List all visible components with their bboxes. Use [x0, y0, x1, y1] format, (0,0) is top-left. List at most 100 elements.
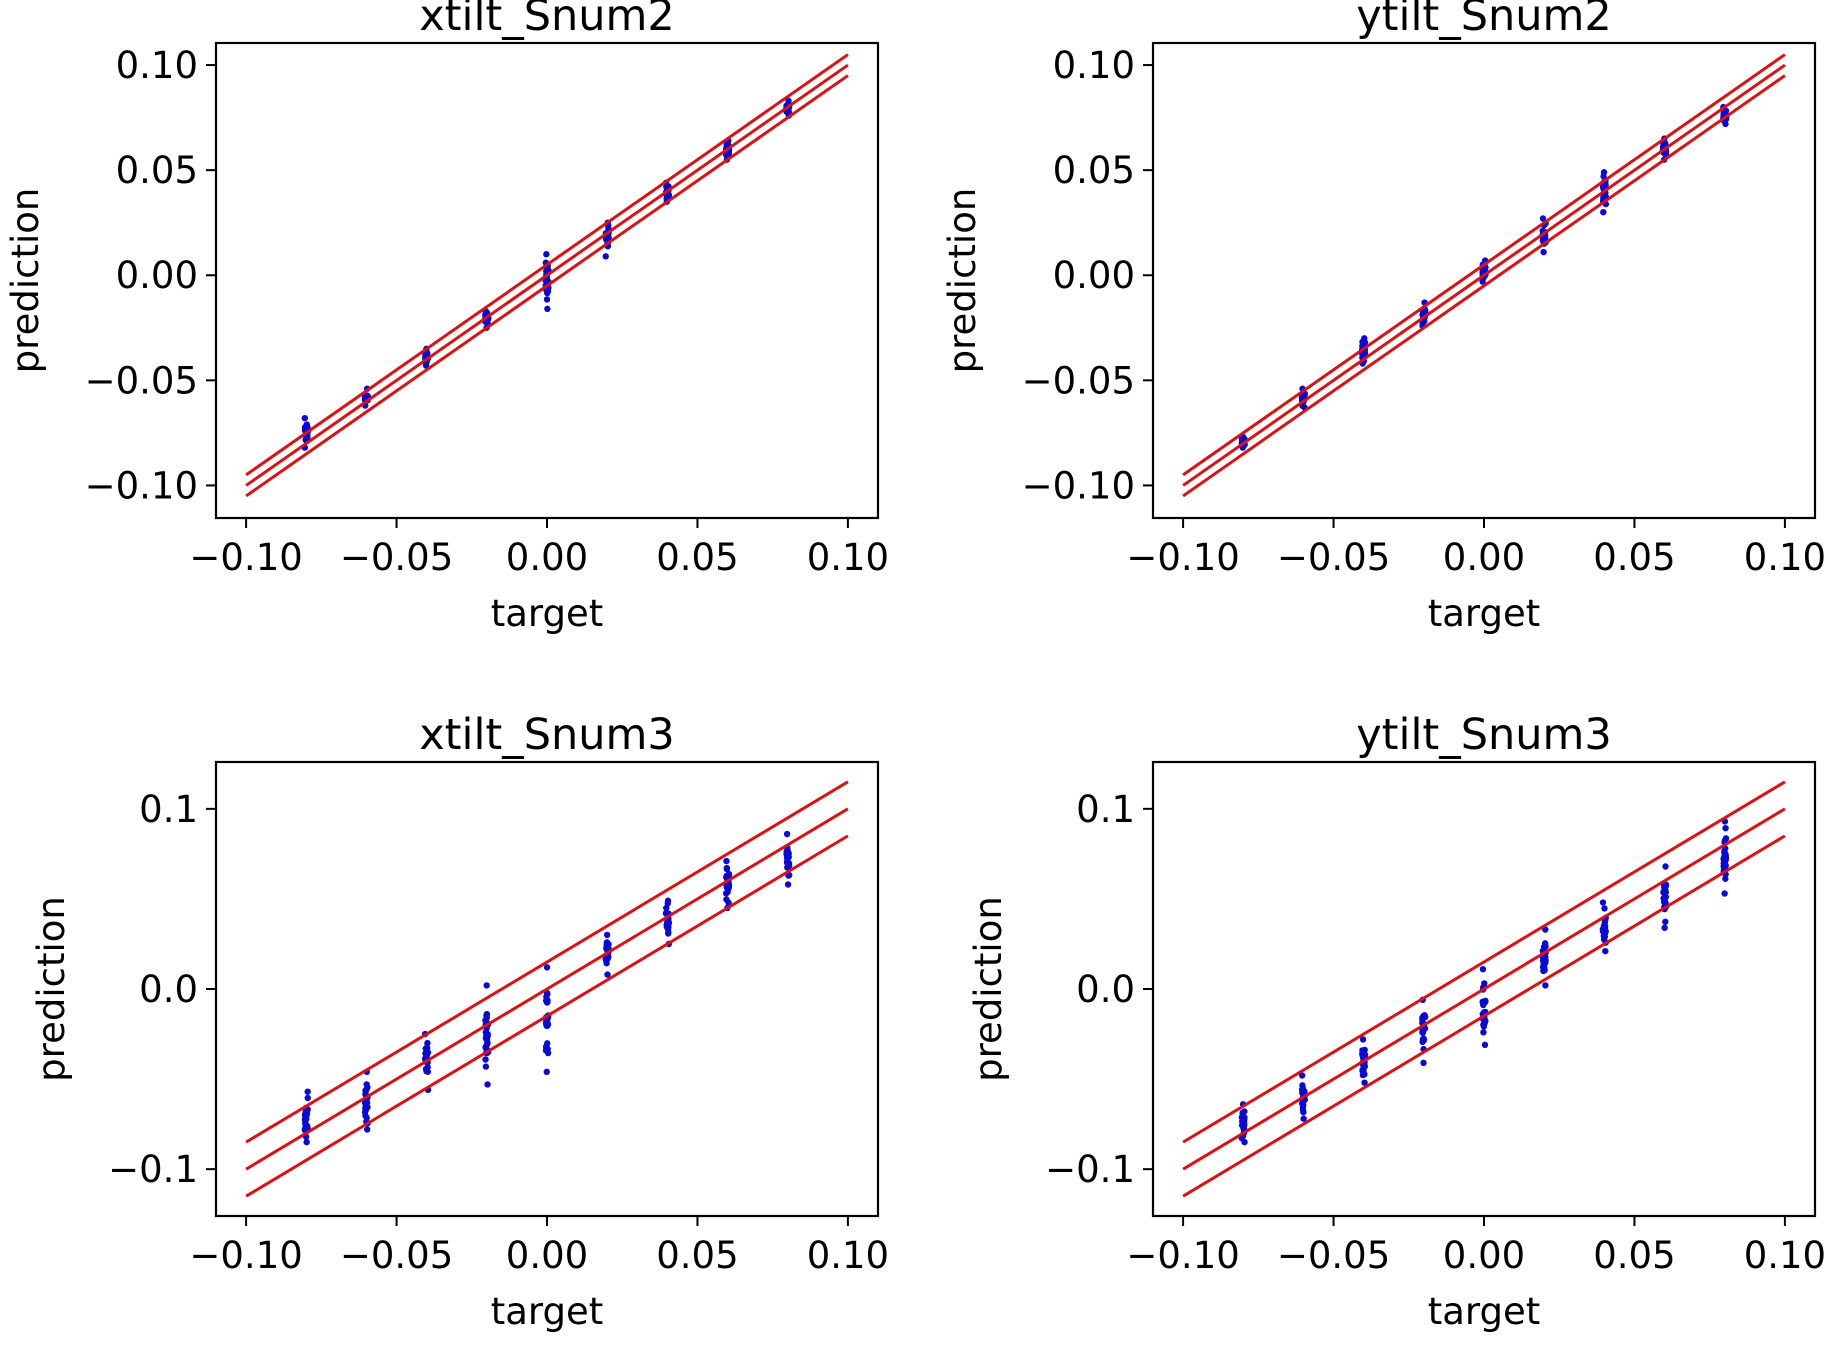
data-point	[301, 414, 309, 422]
data-point	[784, 863, 792, 871]
data-point	[1361, 1079, 1368, 1086]
data-point	[1359, 1050, 1366, 1057]
chart-title: ytilt_Snum3	[1356, 710, 1612, 760]
x-tick-label: 0.05	[1593, 1234, 1675, 1277]
data-point	[423, 1065, 430, 1072]
y-tick-label: 0.00	[116, 254, 198, 297]
data-point	[1600, 936, 1608, 943]
data-point	[1540, 248, 1547, 256]
data-point	[483, 1042, 490, 1049]
data-point	[1479, 998, 1486, 1006]
reference-line-upper	[1182, 780, 1786, 1144]
data-point	[484, 1033, 491, 1040]
data-point	[423, 1051, 431, 1058]
reference-line-identity	[1182, 63, 1786, 487]
data-point	[1722, 854, 1730, 862]
chart-title: xtilt_Snum3	[419, 710, 675, 760]
data-point	[1360, 350, 1367, 358]
data-point	[1720, 862, 1728, 869]
data-point	[364, 1104, 371, 1111]
data-point	[1480, 1029, 1487, 1036]
data-point	[362, 1086, 369, 1094]
y-tick-label: 0.1	[1076, 788, 1135, 831]
x-tick-label: −0.10	[189, 1234, 302, 1277]
y-axis-label: prediction	[941, 188, 984, 374]
data-point	[602, 253, 609, 260]
data-point	[1539, 957, 1547, 965]
data-point	[1660, 889, 1667, 896]
data-point	[603, 956, 611, 963]
x-tick-label: 0.05	[656, 1234, 738, 1277]
data-point	[483, 1014, 491, 1021]
data-point	[723, 872, 730, 880]
data-point	[363, 1098, 370, 1106]
data-point	[723, 864, 731, 872]
y-tick-label: 0.05	[116, 149, 198, 192]
x-tick-label: −0.10	[1126, 536, 1239, 579]
data-point	[483, 982, 490, 989]
x-axis-label: target	[1428, 592, 1541, 635]
data-point	[543, 964, 551, 971]
x-axis-label: target	[491, 1290, 604, 1333]
data-point	[603, 931, 611, 939]
x-tick-label: −0.05	[1277, 1234, 1390, 1277]
y-axis-label: prediction	[30, 896, 73, 1082]
data-point	[1541, 967, 1548, 974]
data-point	[722, 890, 730, 897]
y-tick-label: −0.05	[1022, 359, 1135, 402]
data-point	[1661, 924, 1668, 931]
reference-line-lower	[245, 74, 849, 498]
data-point	[1660, 895, 1667, 902]
data-point	[723, 896, 730, 903]
data-point	[543, 1068, 550, 1076]
y-tick-label: 0.0	[139, 968, 198, 1011]
data-point	[1420, 1035, 1427, 1043]
data-point	[785, 849, 792, 857]
y-axis-label: prediction	[967, 896, 1010, 1082]
chart-title: ytilt_Snum2	[1356, 0, 1612, 41]
chart-title: xtilt_Snum2	[419, 0, 675, 41]
x-tick-label: 0.00	[1443, 1234, 1525, 1277]
data-point	[424, 1039, 431, 1047]
data-point	[1361, 1071, 1368, 1078]
data-point	[1602, 947, 1609, 955]
y-tick-label: 0.05	[1053, 149, 1135, 192]
x-tick-label: 0.05	[656, 536, 738, 579]
y-tick-label: −0.10	[1022, 464, 1135, 507]
subplot-3: −0.10 −0.05 0.00 0.05 0.10 −0.1 0.0 0.1 xtilt_Sn…	[30, 710, 889, 1333]
reference-line-lower	[245, 834, 849, 1198]
y-tick-label: −0.05	[85, 359, 198, 402]
data-point	[482, 1063, 490, 1070]
data-point	[1542, 982, 1549, 989]
data-point	[1662, 863, 1669, 870]
subplot-4: −0.10 −0.05 0.00 0.05 0.10 −0.1 0.0 0.1 ytilt_Sn…	[967, 710, 1826, 1333]
data-point	[1722, 824, 1729, 832]
reference-line-lower	[1182, 74, 1786, 498]
data-point	[543, 993, 550, 1001]
x-tick-label: −0.05	[1277, 536, 1390, 579]
y-tick-label: 0.00	[1053, 254, 1135, 297]
data-point	[304, 1094, 311, 1102]
data-point	[542, 1047, 550, 1054]
data-point	[1721, 890, 1728, 897]
y-tick-label: 0.1	[139, 788, 198, 831]
y-tick-label: 0.10	[116, 44, 198, 87]
data-point	[1600, 173, 1607, 180]
data-point	[1662, 918, 1669, 925]
x-tick-label: 0.05	[1593, 536, 1675, 579]
x-tick-label: −0.05	[340, 1234, 453, 1277]
y-tick-label: −0.1	[108, 1148, 198, 1191]
data-point	[784, 881, 792, 888]
x-tick-label: 0.00	[506, 1234, 588, 1277]
x-tick-label: −0.10	[1126, 1234, 1239, 1277]
data-point	[1601, 905, 1608, 912]
data-point	[1299, 1089, 1306, 1097]
data-point	[1239, 1118, 1246, 1125]
y-axis-label: prediction	[4, 188, 47, 374]
data-point	[482, 1056, 489, 1063]
x-tick-label: −0.10	[189, 536, 302, 579]
x-tick-label: 0.00	[1443, 536, 1525, 579]
reference-line-upper	[245, 780, 849, 1144]
data-point	[543, 296, 551, 303]
